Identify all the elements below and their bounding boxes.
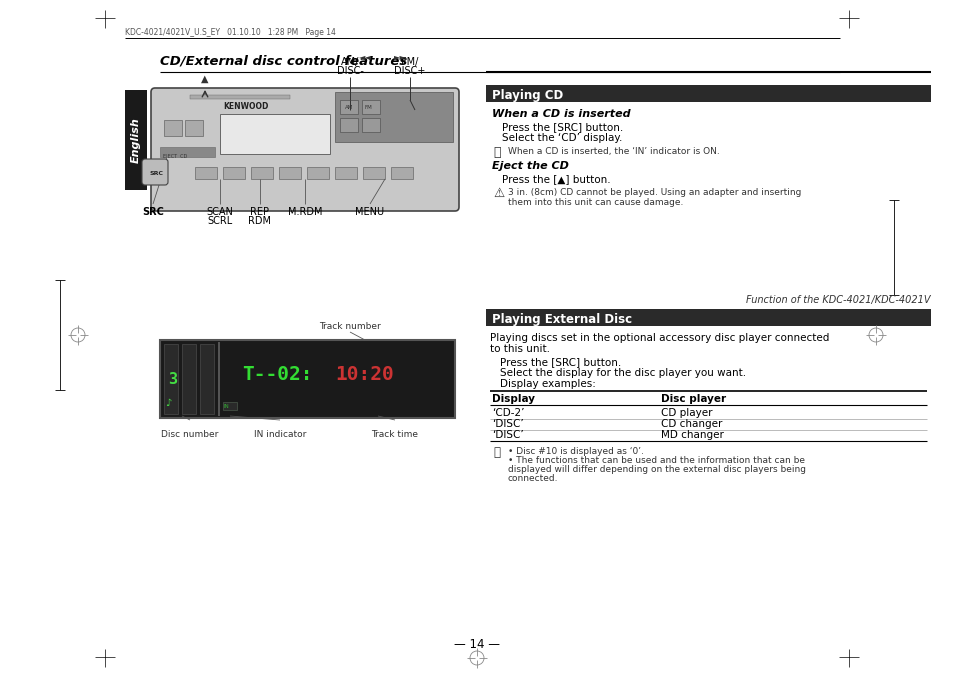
- Text: 10:20: 10:20: [335, 365, 394, 385]
- Text: Track time: Track time: [371, 430, 418, 439]
- Text: When a CD is inserted: When a CD is inserted: [492, 109, 630, 119]
- Bar: [220, 114, 330, 154]
- Text: IN: IN: [224, 404, 230, 409]
- Bar: [164, 344, 178, 414]
- Text: Display examples:: Display examples:: [499, 379, 596, 389]
- Bar: [200, 344, 213, 414]
- Text: displayed will differ depending on the external disc players being: displayed will differ depending on the e…: [507, 465, 805, 474]
- Text: ►►: ►►: [393, 52, 406, 61]
- Bar: [164, 120, 182, 136]
- Text: ‘DISC’: ‘DISC’: [492, 419, 523, 429]
- Text: Press the [SRC] button.: Press the [SRC] button.: [499, 357, 620, 367]
- Text: • The functions that can be used and the information that can be: • The functions that can be used and the…: [507, 456, 804, 465]
- FancyBboxPatch shape: [142, 159, 168, 185]
- Text: When a CD is inserted, the ‘IN’ indicator is ON.: When a CD is inserted, the ‘IN’ indicato…: [507, 147, 719, 156]
- Text: Ⓢ: Ⓢ: [493, 446, 499, 459]
- Text: ⚠: ⚠: [493, 187, 504, 200]
- Text: MD changer: MD changer: [660, 430, 723, 440]
- FancyBboxPatch shape: [151, 88, 458, 211]
- Text: Display: Display: [492, 394, 535, 404]
- Bar: [160, 147, 214, 157]
- Text: 3 in. (8cm) CD cannot be played. Using an adapter and inserting: 3 in. (8cm) CD cannot be played. Using a…: [507, 188, 801, 197]
- Text: Playing CD: Playing CD: [492, 89, 562, 102]
- Bar: [218, 342, 220, 416]
- Text: Playing External Disc: Playing External Disc: [492, 313, 632, 326]
- Text: AM/: AM/: [340, 57, 359, 67]
- Text: RDM: RDM: [248, 216, 272, 226]
- Bar: [185, 120, 203, 136]
- Text: English: English: [131, 117, 141, 163]
- Text: FM: FM: [365, 105, 373, 110]
- Text: Ⓢ: Ⓢ: [493, 146, 500, 159]
- Text: DISC+: DISC+: [394, 66, 425, 76]
- Text: IN indicator: IN indicator: [253, 430, 306, 439]
- Text: Eject the CD: Eject the CD: [492, 161, 568, 171]
- Text: SRC: SRC: [142, 207, 164, 217]
- Text: CD/External disc control features: CD/External disc control features: [160, 55, 407, 68]
- Text: — 14 —: — 14 —: [454, 638, 499, 651]
- Text: AM: AM: [345, 105, 353, 110]
- Text: T--02:: T--02:: [242, 365, 313, 385]
- Bar: [361, 100, 379, 114]
- Bar: [391, 167, 413, 179]
- Bar: [125, 90, 147, 190]
- Text: FM/: FM/: [401, 57, 418, 67]
- Text: CD changer: CD changer: [660, 419, 721, 429]
- Bar: [339, 118, 357, 132]
- Text: DISC-: DISC-: [336, 66, 363, 76]
- Text: Select the ‘CD’ display.: Select the ‘CD’ display.: [501, 133, 621, 143]
- Bar: [223, 167, 245, 179]
- Text: Select the display for the disc player you want.: Select the display for the disc player y…: [499, 368, 745, 378]
- Bar: [194, 167, 216, 179]
- Text: to this unit.: to this unit.: [490, 344, 550, 354]
- Text: M.RDM: M.RDM: [288, 207, 322, 217]
- Text: Track number: Track number: [319, 322, 380, 331]
- Text: REP: REP: [251, 207, 269, 217]
- Text: Disc number: Disc number: [161, 430, 218, 439]
- Text: SRC: SRC: [150, 171, 164, 176]
- Bar: [154, 92, 455, 207]
- Bar: [307, 167, 329, 179]
- Bar: [363, 167, 385, 179]
- Bar: [339, 100, 357, 114]
- Text: ♪: ♪: [165, 398, 172, 408]
- Text: SCRL: SCRL: [207, 216, 233, 226]
- Bar: [485, 85, 930, 102]
- Text: KDC-4021/4021V_U.S_EY   01.10.10   1:28 PM   Page 14: KDC-4021/4021V_U.S_EY 01.10.10 1:28 PM P…: [125, 28, 335, 37]
- Bar: [190, 95, 290, 99]
- Bar: [160, 340, 455, 418]
- Text: 3: 3: [168, 371, 177, 387]
- Text: Playing discs set in the optional accessory disc player connected: Playing discs set in the optional access…: [490, 333, 828, 343]
- Text: ‘DISC’: ‘DISC’: [492, 430, 523, 440]
- Bar: [251, 167, 273, 179]
- Bar: [335, 92, 453, 142]
- Text: ‘CD-2’: ‘CD-2’: [492, 408, 524, 418]
- Text: them into this unit can cause damage.: them into this unit can cause damage.: [507, 198, 682, 207]
- Text: Press the [▲] button.: Press the [▲] button.: [501, 174, 610, 184]
- Text: EJECT  CD: EJECT CD: [163, 154, 187, 159]
- Bar: [182, 344, 195, 414]
- Text: Function of the KDC-4021/KDC-4021V: Function of the KDC-4021/KDC-4021V: [745, 295, 930, 305]
- Text: MENU: MENU: [355, 207, 384, 217]
- Text: ▲: ▲: [201, 74, 209, 84]
- Text: connected.: connected.: [507, 474, 558, 483]
- Text: Press the [SRC] button.: Press the [SRC] button.: [501, 122, 622, 132]
- Bar: [361, 118, 379, 132]
- Bar: [223, 402, 236, 410]
- Bar: [335, 167, 356, 179]
- Text: KENWOOD: KENWOOD: [223, 102, 268, 111]
- Text: ◄◄: ◄◄: [358, 52, 371, 61]
- Bar: [278, 167, 301, 179]
- Text: • Disc #10 is displayed as ‘0’.: • Disc #10 is displayed as ‘0’.: [507, 447, 643, 456]
- Text: Disc player: Disc player: [660, 394, 725, 404]
- Text: CD player: CD player: [660, 408, 712, 418]
- Text: SCAN: SCAN: [207, 207, 233, 217]
- Bar: [485, 309, 930, 326]
